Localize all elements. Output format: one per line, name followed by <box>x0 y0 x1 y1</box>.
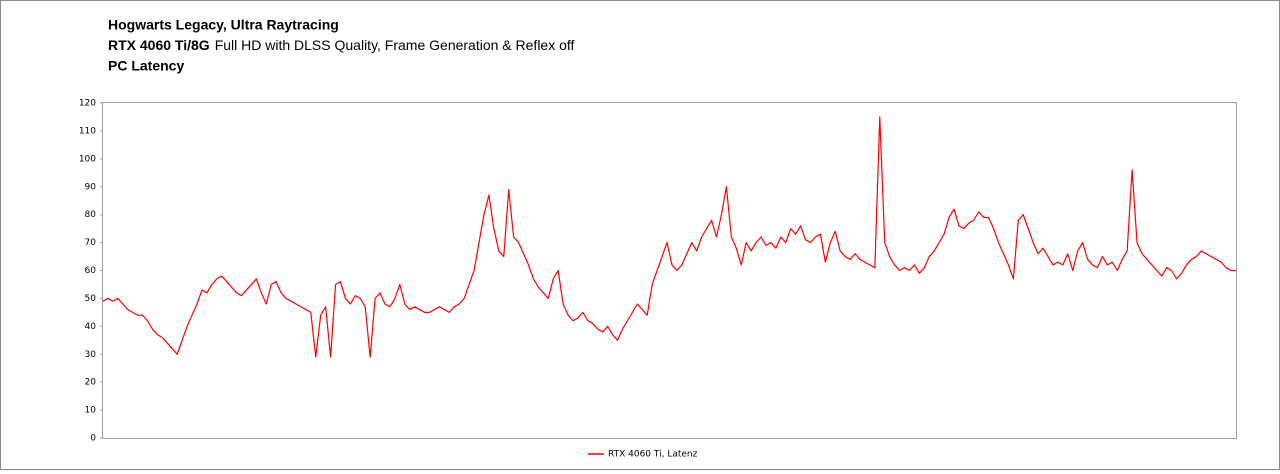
y-tick-label: 10 <box>85 406 97 416</box>
y-tick-label: 0 <box>90 434 96 444</box>
y-tick-label: 60 <box>85 266 97 276</box>
subtitle-bold: RTX 4060 Ti/8G <box>108 37 210 53</box>
y-tick-label: 20 <box>85 378 97 388</box>
metric-title: PC Latency <box>108 58 184 74</box>
y-tick-label: 50 <box>85 294 97 304</box>
chart-title: Hogwarts Legacy, Ultra Raytracing <box>108 17 339 33</box>
y-tick-label: 30 <box>85 350 97 360</box>
y-tick-label: 100 <box>79 154 96 164</box>
series-line <box>102 116 1236 358</box>
legend-label: RTX 4060 Ti, Latenz <box>608 450 698 460</box>
y-tick-label: 120 <box>79 99 96 109</box>
y-tick-label: 90 <box>85 182 97 192</box>
y-tick-label: 40 <box>85 322 97 332</box>
y-tick-label: 70 <box>85 238 97 248</box>
chart-subtitle: RTX 4060 Ti/8G Full HD with DLSS Quality,… <box>108 37 575 53</box>
y-tick-label: 80 <box>85 210 97 220</box>
y-tick-label: 110 <box>79 126 96 136</box>
subtitle-text: Full HD with DLSS Quality, Frame Generat… <box>215 37 575 53</box>
